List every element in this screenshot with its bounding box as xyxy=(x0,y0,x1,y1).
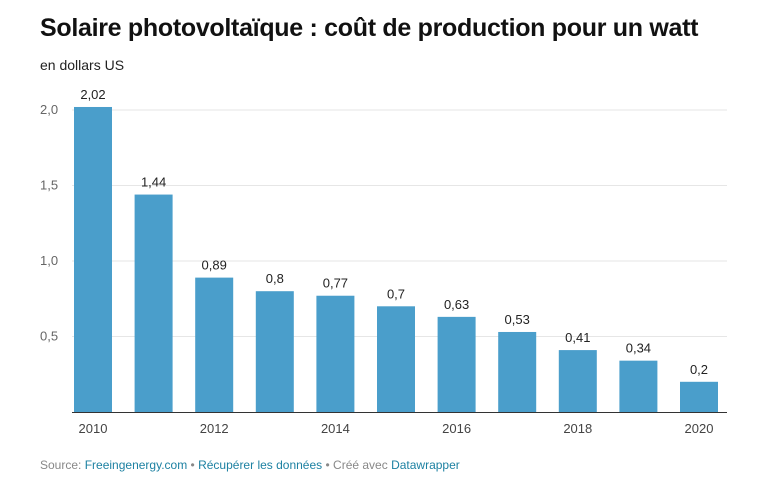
value-label: 0,89 xyxy=(202,258,227,273)
chart-title: Solaire photovoltaïque : coût de product… xyxy=(40,14,699,42)
get-data-link[interactable]: Récupérer les données xyxy=(198,458,323,472)
y-tick-label: 0,5 xyxy=(40,329,58,344)
chart-subtitle: en dollars US xyxy=(40,57,125,73)
bar xyxy=(558,350,597,412)
x-tick-label: 2016 xyxy=(442,421,471,436)
footer: Source: Freeingenergy.com • Récupérer le… xyxy=(40,458,460,472)
x-axis-labels: 2010 2012 2014 2016 2018 2020 xyxy=(79,421,714,436)
value-label: 0,2 xyxy=(690,362,708,377)
created-with-label: Créé avec xyxy=(333,458,392,472)
y-axis-labels: 0,5 1,0 1,5 2,0 xyxy=(40,102,58,344)
bars xyxy=(74,106,718,412)
value-label: 2,02 xyxy=(80,87,105,102)
bar xyxy=(74,106,112,412)
value-label: 0,7 xyxy=(387,286,405,301)
bar xyxy=(377,306,415,412)
bar xyxy=(498,331,537,412)
y-tick-label: 2,0 xyxy=(40,102,58,117)
y-tick-label: 1,5 xyxy=(40,178,58,193)
value-label: 0,34 xyxy=(626,341,651,356)
bar xyxy=(316,295,355,412)
x-tick-label: 2012 xyxy=(200,421,229,436)
bar xyxy=(134,194,173,412)
datawrapper-link[interactable]: Datawrapper xyxy=(391,458,460,472)
value-label: 0,53 xyxy=(505,312,530,327)
x-tick-label: 2014 xyxy=(321,421,350,436)
x-tick-label: 2010 xyxy=(79,421,108,436)
source-link[interactable]: Freeingenergy.com xyxy=(84,458,188,472)
bar xyxy=(195,277,234,412)
value-labels: 2,02 1,44 0,89 0,8 0,77 0,7 0,63 0,53 0,41 0,34 0,… xyxy=(80,87,708,377)
value-label: 1,44 xyxy=(141,175,166,190)
separator: • xyxy=(187,458,199,472)
bar xyxy=(255,291,294,412)
value-label: 0,41 xyxy=(565,330,590,345)
value-label: 0,63 xyxy=(444,297,469,312)
x-tick-label: 2020 xyxy=(685,421,714,436)
x-tick-label: 2018 xyxy=(563,421,592,436)
value-label: 0,77 xyxy=(323,276,348,291)
bar xyxy=(619,360,658,412)
bar xyxy=(437,316,476,412)
value-label: 0,8 xyxy=(266,271,284,286)
bar xyxy=(680,381,718,412)
y-tick-label: 1,0 xyxy=(40,253,58,268)
source-label: Source: xyxy=(40,458,85,472)
separator: • xyxy=(322,458,334,472)
